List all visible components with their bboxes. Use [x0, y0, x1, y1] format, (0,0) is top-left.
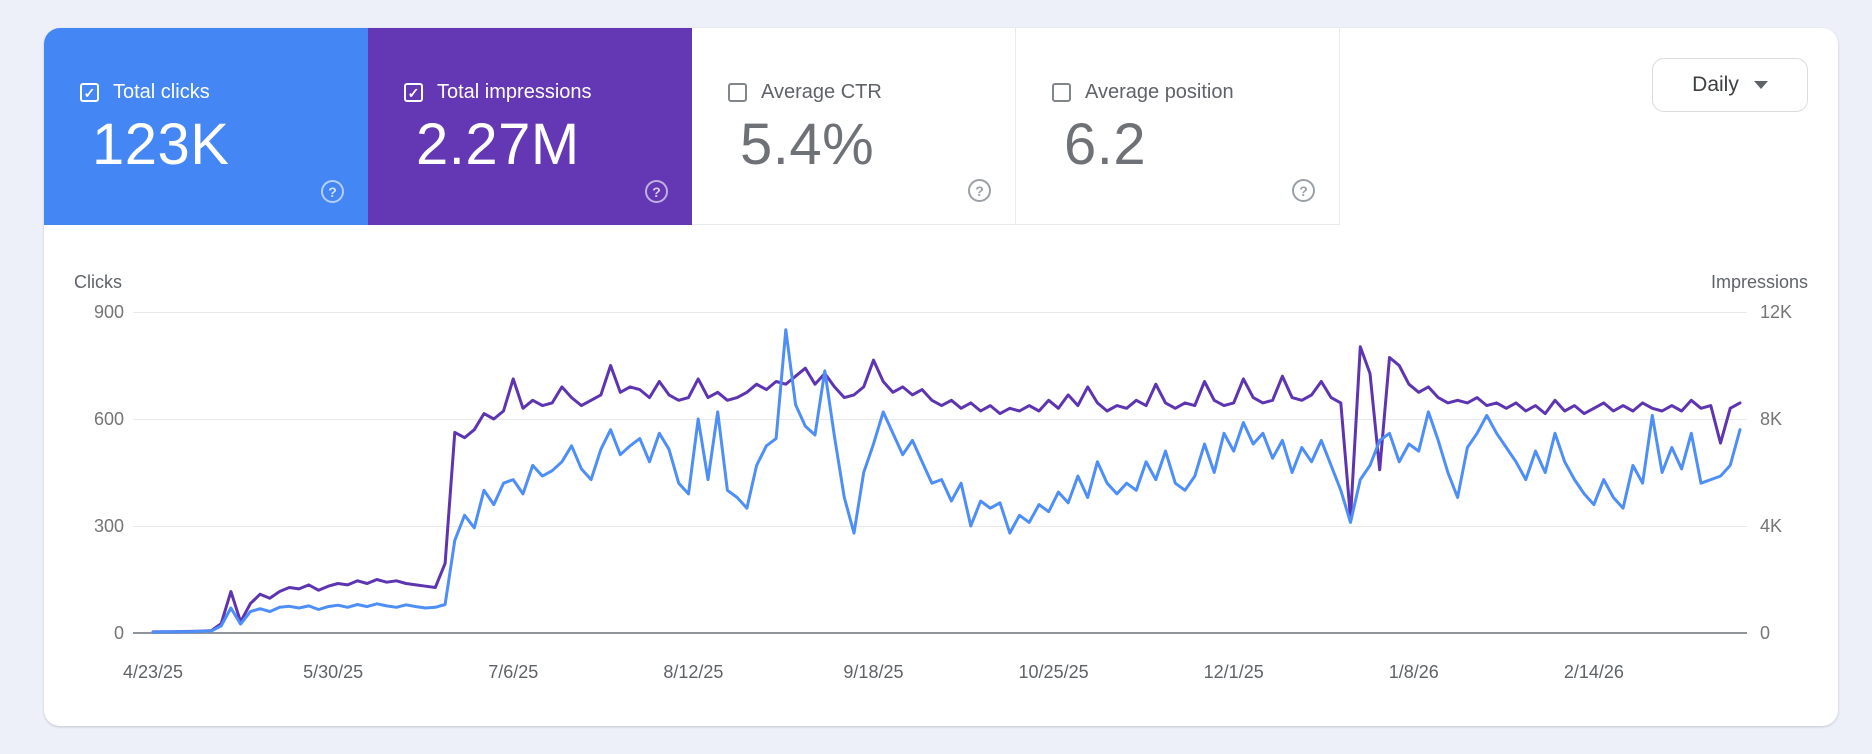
left-axis-title: Clicks: [74, 272, 122, 292]
metric-value: 2.27M: [416, 112, 580, 177]
metric-value: 5.4%: [740, 112, 875, 177]
left-axis-tick-label: 900: [93, 302, 124, 322]
left-axis-tick-label: 0: [113, 623, 124, 643]
right-axis-tick-label: 0: [1760, 623, 1771, 643]
metric-tile[interactable]: ✓ Total clicks 123K ?: [44, 28, 368, 225]
x-axis-date-label: 10/25/25: [1018, 662, 1089, 682]
left-axis-tick-label: 600: [93, 409, 124, 429]
gridline: [133, 312, 1747, 313]
chevron-down-icon: [1753, 81, 1768, 89]
checkmark-icon: ✓: [83, 84, 96, 101]
metric-tile[interactable]: ✓ Average CTR 5.4% ?: [692, 28, 1016, 225]
x-axis-date-label: 1/8/26: [1388, 662, 1439, 682]
metric-checkbox[interactable]: ✓: [80, 83, 99, 102]
x-axis-date-label: 4/23/25: [122, 662, 184, 682]
x-axis-date-label: 7/6/25: [488, 662, 539, 682]
gridline: [133, 526, 1747, 527]
metric-label: Total impressions: [437, 81, 592, 103]
metric-tile-header: ✓ Total clicks: [80, 81, 368, 104]
metric-tile[interactable]: ✓ Total impressions 2.27M ?: [368, 28, 692, 225]
right-axis-tick-label: 4K: [1760, 516, 1783, 536]
right-axis-tick-label: 8K: [1760, 409, 1783, 429]
help-icon[interactable]: ?: [645, 180, 668, 203]
metric-tile[interactable]: ✓ Average position 6.2 ?: [1016, 28, 1340, 225]
impressions-line: [151, 345, 1742, 634]
help-icon[interactable]: ?: [1292, 179, 1315, 202]
metric-tiles-row: ✓ Total clicks 123K ? ✓ Total impression…: [44, 28, 1340, 225]
performance-panel: ✓ Total clicks 123K ? ✓ Total impression…: [44, 28, 1838, 726]
right-axis-tick-label: 12K: [1760, 302, 1793, 322]
chart-plot-area[interactable]: [150, 288, 1749, 640]
metric-checkbox[interactable]: ✓: [404, 83, 423, 102]
granularity-value: Daily: [1692, 73, 1739, 96]
metric-checkbox[interactable]: ✓: [1052, 83, 1071, 102]
metric-tile-header: ✓ Total impressions: [404, 81, 692, 104]
gridline: [133, 419, 1747, 420]
x-axis-date-label: 2/14/26: [1563, 662, 1624, 682]
metric-value: 123K: [92, 112, 230, 177]
x-axis-date-label: 12/1/25: [1203, 662, 1264, 682]
metric-label: Total clicks: [113, 81, 210, 103]
x-axis-date-label: 9/18/25: [843, 662, 904, 682]
x-axis-date-label: 8/12/25: [663, 662, 724, 682]
metric-label: Average CTR: [761, 81, 882, 103]
checkmark-icon: ✓: [407, 84, 420, 101]
left-axis-tick-label: 300: [93, 516, 124, 536]
x-axis-line: [133, 632, 1747, 634]
metric-value: 6.2: [1064, 112, 1147, 177]
right-axis-title: Impressions: [1710, 272, 1808, 292]
date-granularity-dropdown[interactable]: Daily: [1652, 58, 1808, 112]
metric-checkbox[interactable]: ✓: [728, 83, 747, 102]
help-icon[interactable]: ?: [968, 179, 991, 202]
clicks-line: [151, 328, 1742, 634]
x-axis-date-label: 5/30/25: [303, 662, 364, 682]
metric-tile-header: ✓ Average CTR: [728, 81, 1015, 104]
metric-label: Average position: [1085, 81, 1234, 103]
metric-tile-header: ✓ Average position: [1052, 81, 1339, 104]
help-icon[interactable]: ?: [321, 180, 344, 203]
